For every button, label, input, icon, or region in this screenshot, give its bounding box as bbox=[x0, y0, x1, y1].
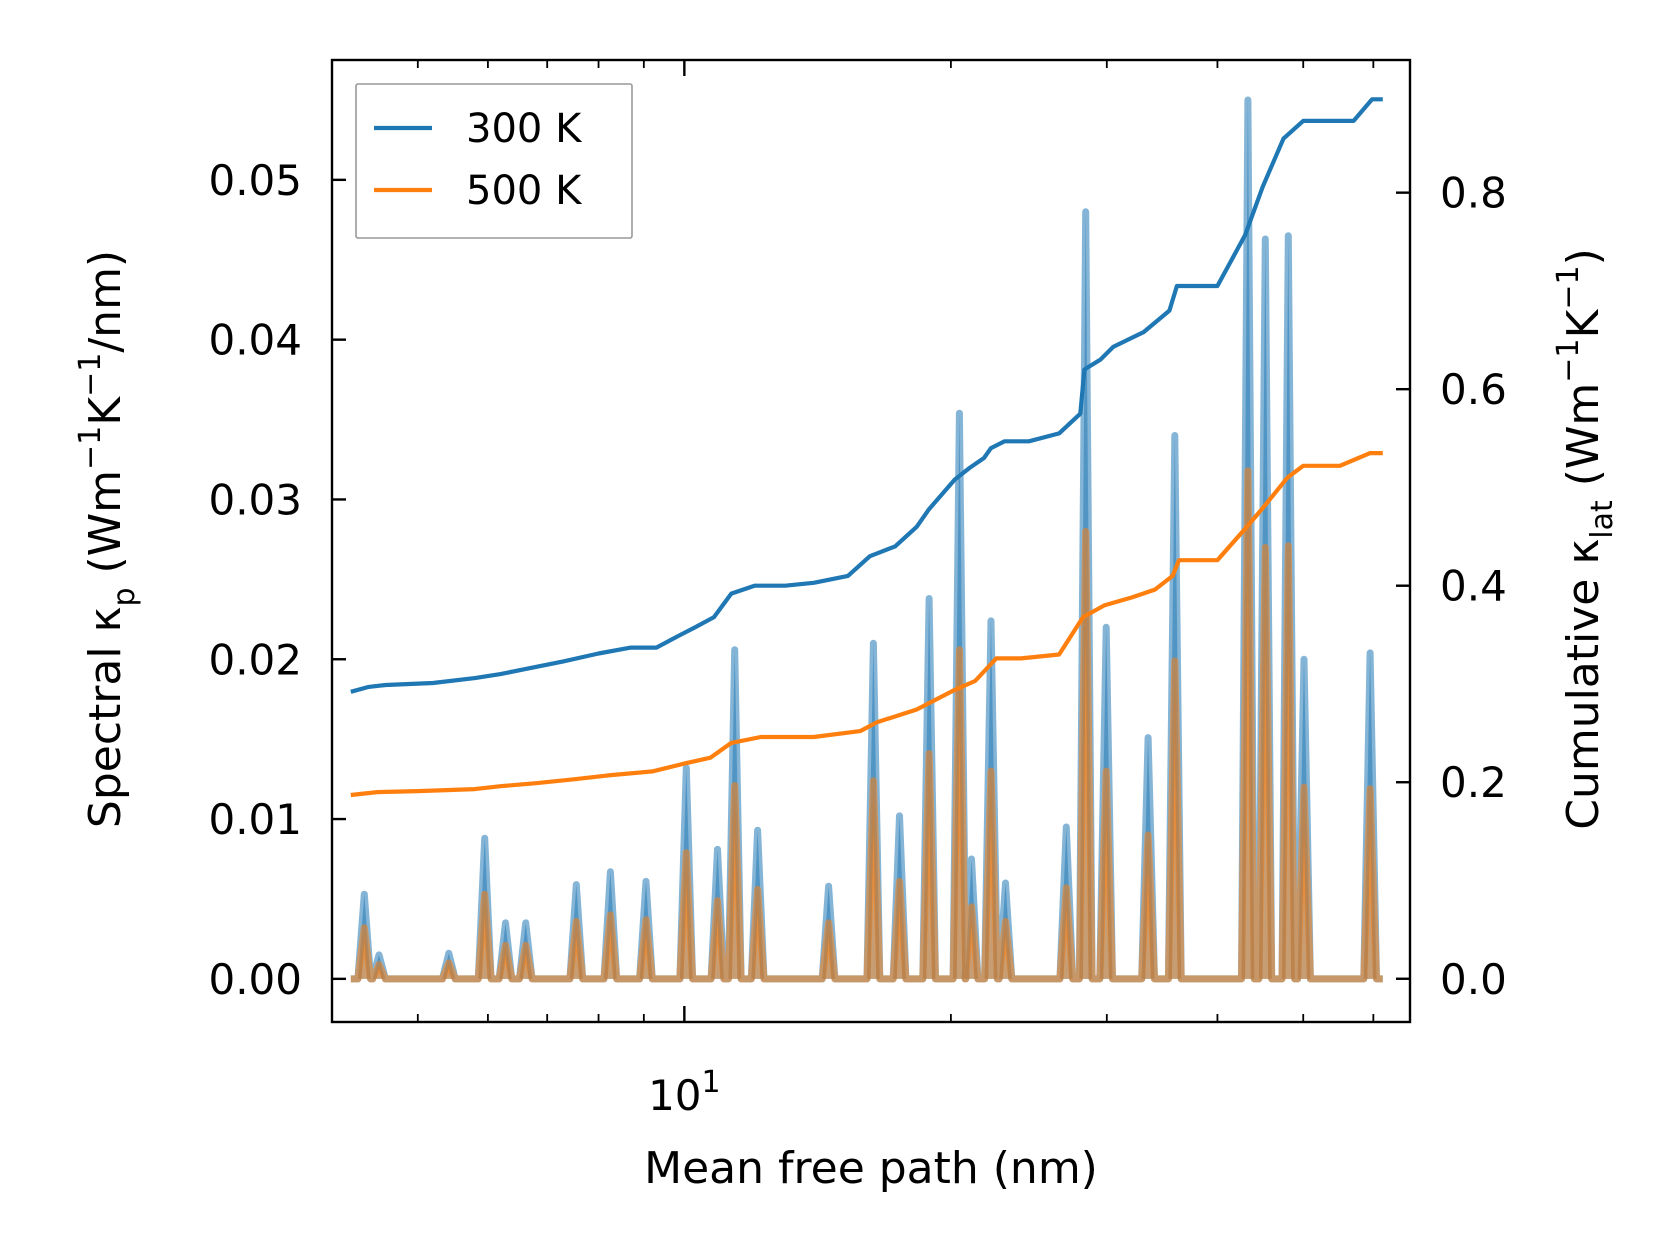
legend-label-1: 500 K bbox=[466, 168, 583, 214]
y-left-tick-label: 0.04 bbox=[208, 316, 302, 365]
y-left-tick-label: 0.01 bbox=[208, 795, 302, 844]
plot-frame bbox=[330, 58, 1412, 1024]
cumulative-line-0 bbox=[350, 97, 1383, 694]
y-left-tick-label: 0.00 bbox=[208, 955, 302, 1004]
y-right-tick-label: 0.4 bbox=[1440, 562, 1507, 611]
y-right-tick-label: 0.0 bbox=[1440, 955, 1507, 1004]
y-left-tick-label: 0.05 bbox=[208, 156, 302, 205]
y-left-axis-title-text: Spectral κp (Wm−1K−1/nm) bbox=[73, 250, 142, 828]
y-right-axis-title: Cumulative κlat (Wm−1K−1) bbox=[1551, 248, 1620, 830]
label-layer: Mean free path (nm) 0.00 0.01 0.02 0.03 0.04… bbox=[73, 156, 1620, 1194]
x-tick-label: 101 bbox=[648, 1065, 721, 1120]
y-right-tick-label: 0.6 bbox=[1440, 365, 1507, 414]
cumulative-line-1 bbox=[350, 451, 1383, 798]
y-right-tick-label: 0.8 bbox=[1440, 169, 1507, 218]
y-left-tick-label: 0.03 bbox=[208, 475, 302, 524]
x-axis-title: Mean free path (nm) bbox=[644, 1143, 1098, 1194]
y-left-tick-label: 0.02 bbox=[208, 635, 302, 684]
tick-layer bbox=[332, 60, 1410, 1022]
legend: 300 K 500 K bbox=[355, 83, 633, 239]
legend-label-0: 300 K bbox=[466, 106, 583, 152]
y-right-axis-title-text: Cumulative κlat (Wm−1K−1) bbox=[1551, 248, 1620, 830]
spectral-line-1 bbox=[350, 467, 1383, 983]
y-right-tick-label: 0.2 bbox=[1440, 758, 1507, 807]
data-line-layer bbox=[350, 96, 1383, 983]
legend-box bbox=[355, 83, 633, 239]
y-left-axis-title: Spectral κp (Wm−1K−1/nm) bbox=[73, 250, 142, 828]
